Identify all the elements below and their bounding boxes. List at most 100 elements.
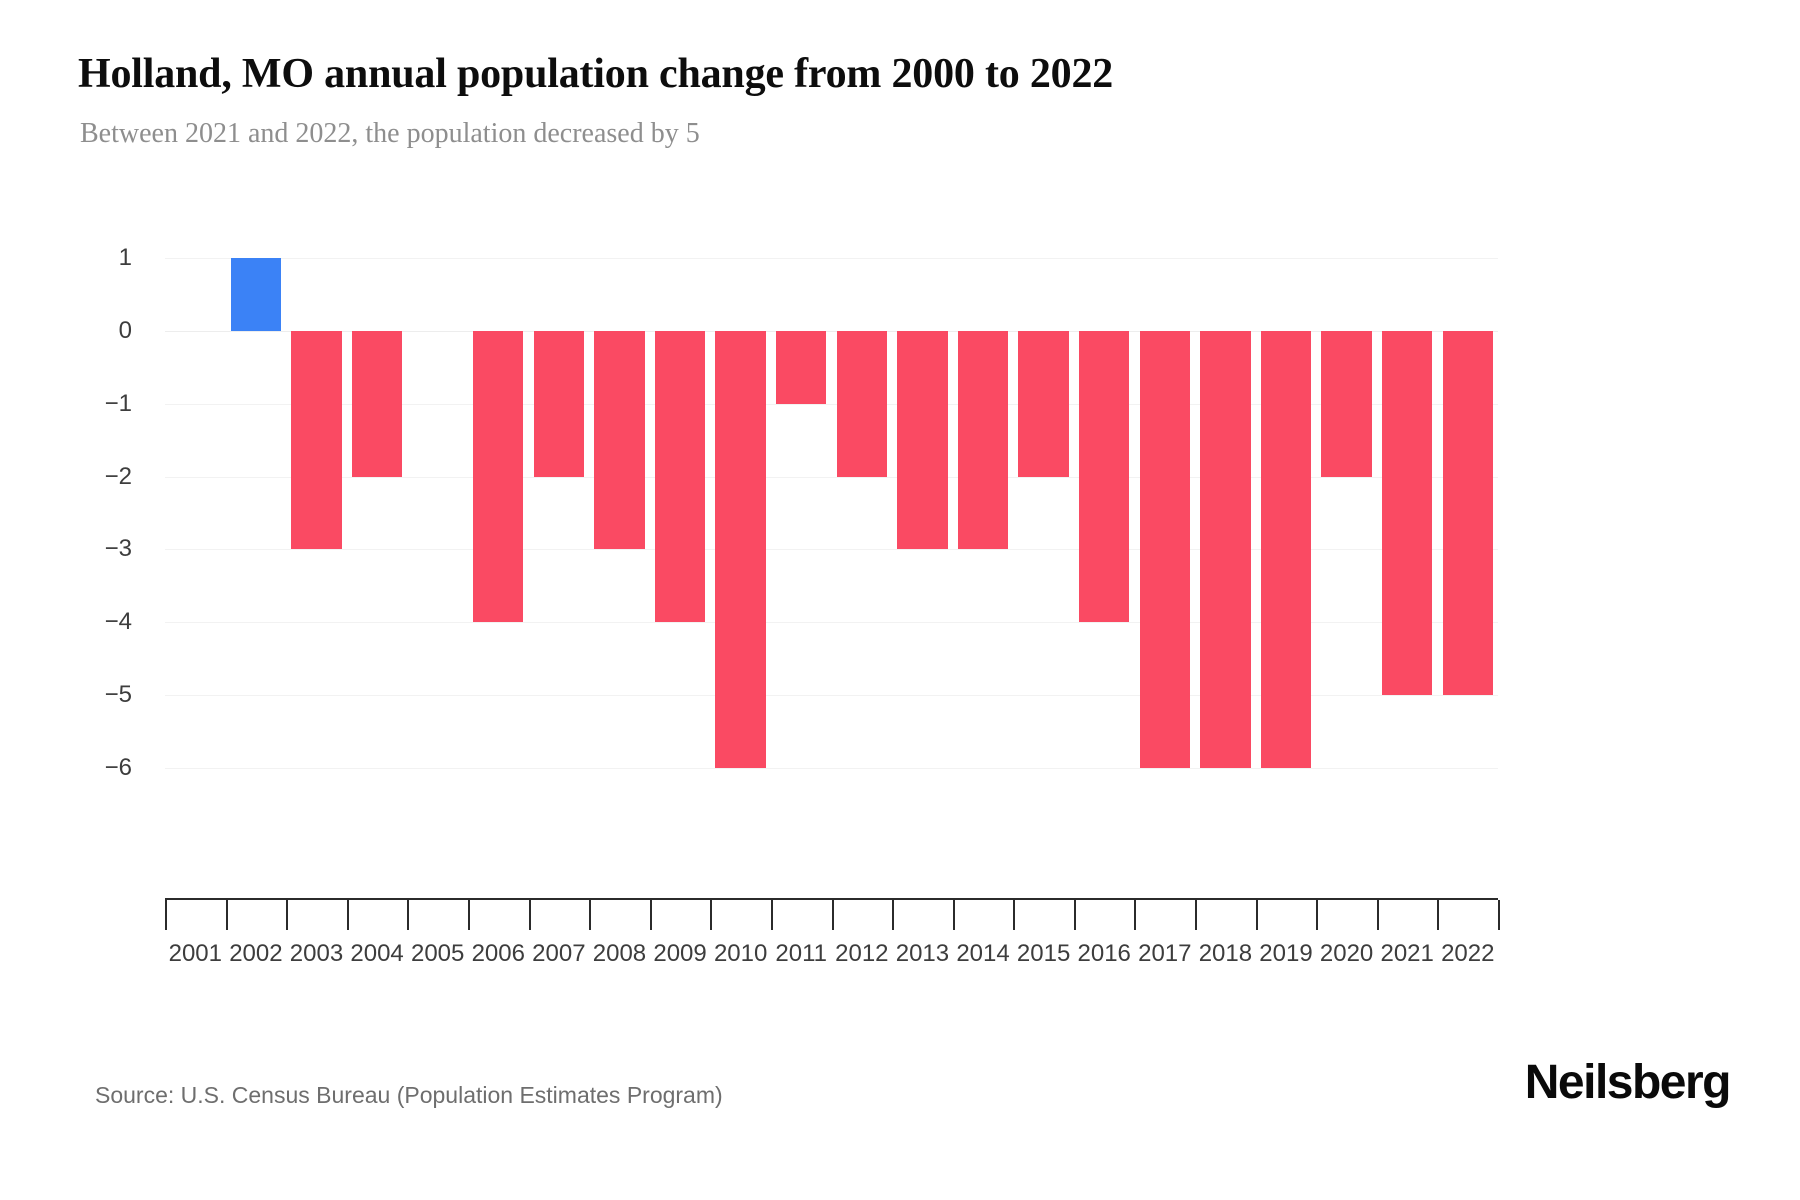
- bar-series: [165, 258, 1498, 768]
- bar-slot: [165, 258, 226, 768]
- x-axis-tick: [1073, 900, 1076, 930]
- page-subtitle: Between 2021 and 2022, the population de…: [80, 118, 700, 149]
- x-axis-tick: [407, 900, 410, 930]
- bar-2009[interactable]: [654, 330, 706, 623]
- x-axis-tick-label: 2015: [1016, 940, 1071, 967]
- bar-slot: [1074, 258, 1135, 768]
- x-axis-tick-label: 2010: [713, 940, 768, 967]
- y-axis-tick-label: −1: [104, 389, 132, 417]
- bar-2013[interactable]: [897, 330, 948, 550]
- gridline: [165, 622, 1498, 624]
- bar-slot: [407, 258, 468, 768]
- bar-2018[interactable]: [1200, 330, 1251, 768]
- x-axis-line: [165, 898, 1498, 900]
- gridline: [165, 549, 1498, 551]
- brand-logo: Neilsberg: [1524, 1056, 1732, 1109]
- x-axis-labels: 2001 2002 2003 2004 2005 2006 2007 2008 2009 2010…: [165, 940, 1498, 980]
- bar-slot: [347, 258, 408, 768]
- x-axis-ticks: [165, 900, 1500, 930]
- x-axis-tick: [1255, 900, 1258, 930]
- gridlines: [165, 258, 1498, 769]
- bar-slot: [468, 258, 529, 768]
- x-axis-tick-label: 2012: [835, 940, 889, 967]
- bar-slot: [589, 258, 650, 768]
- bar-slot: [650, 258, 711, 768]
- x-axis-tick-label: 2011: [775, 940, 828, 967]
- x-axis-tick-label: 2017: [1138, 940, 1192, 967]
- x-axis-tick-label: 2001: [168, 940, 222, 967]
- plot-area: [165, 258, 1498, 769]
- x-axis-tick-label: 2004: [350, 940, 404, 967]
- gridline: [165, 330, 1498, 332]
- bar-2020[interactable]: [1321, 330, 1372, 477]
- gridline: [165, 768, 1498, 769]
- x-axis-tick-label: 2008: [592, 940, 647, 967]
- bar-2015[interactable]: [1018, 330, 1069, 477]
- bar-slot: [892, 258, 953, 768]
- x-axis-tick: [1013, 900, 1016, 930]
- gridline: [165, 258, 1498, 259]
- x-axis-tick: [1316, 900, 1319, 930]
- x-axis-tick: [770, 900, 773, 930]
- x-axis-tick: [892, 900, 895, 930]
- y-axis-tick-label: −2: [104, 462, 132, 490]
- bar-slot: [771, 258, 832, 768]
- x-axis-tick-label: 2016: [1077, 940, 1131, 967]
- y-axis-labels: 1 0 −1 −2 −3 −4 −5 −6: [0, 244, 150, 781]
- source-note: Source: U.S. Census Bureau (Population E…: [95, 1082, 723, 1108]
- x-axis-tick-label: 2014: [956, 940, 1010, 967]
- x-axis-tick: [649, 900, 652, 930]
- bar-2010[interactable]: [715, 330, 766, 768]
- bar-slot: [1013, 258, 1074, 768]
- bar-slot: [953, 258, 1014, 768]
- x-axis-tick-label: 2021: [1380, 940, 1434, 967]
- bar-2007[interactable]: [533, 330, 584, 477]
- x-axis-tick: [1498, 900, 1500, 930]
- bar-2019[interactable]: [1260, 330, 1312, 768]
- bar-2017[interactable]: [1139, 330, 1190, 768]
- bar-slot: [286, 258, 347, 768]
- y-axis-tick-label: 1: [118, 244, 132, 271]
- bar-2006[interactable]: [473, 330, 524, 623]
- x-axis-tick-label: 2006: [471, 940, 525, 967]
- bar-2021[interactable]: [1382, 330, 1433, 696]
- x-axis-tick: [528, 900, 531, 930]
- bar-slot: [710, 258, 771, 768]
- bar-2012[interactable]: [836, 330, 887, 477]
- x-axis-tick: [346, 900, 349, 930]
- bar-2014[interactable]: [957, 330, 1009, 550]
- y-axis-tick-label: −4: [104, 608, 132, 636]
- x-axis-tick: [1134, 900, 1137, 930]
- x-axis-tick-label: 2005: [410, 940, 465, 967]
- x-axis-tick-label: 2020: [1319, 940, 1374, 967]
- x-axis-tick: [286, 900, 289, 930]
- x-axis-tick: [1376, 900, 1379, 930]
- x-axis-tick: [225, 900, 228, 930]
- x-axis-tick: [710, 900, 713, 930]
- x-axis-tick-label: 2019: [1259, 940, 1313, 967]
- x-axis-tick: [467, 900, 470, 930]
- y-axis-tick-label: −3: [104, 535, 132, 563]
- bar-slot: [529, 258, 590, 768]
- page-title: Holland, MO annual population change fro…: [78, 51, 1114, 97]
- bar-2016[interactable]: [1079, 330, 1130, 623]
- bar-slot: [1377, 258, 1438, 768]
- x-axis-tick-label: 2002: [229, 940, 283, 967]
- x-axis-tick-label: 2009: [653, 940, 707, 967]
- y-axis-tick-label: −5: [104, 681, 132, 709]
- bar-slot: [226, 258, 287, 768]
- y-axis-tick-label: 0: [118, 316, 132, 344]
- bar-slot: [1135, 258, 1196, 768]
- bar-2003[interactable]: [291, 330, 342, 550]
- bar-2008[interactable]: [594, 330, 645, 550]
- x-axis-tick-label: 2003: [289, 940, 344, 967]
- bar-2011[interactable]: [776, 330, 827, 404]
- bar-slot: [1195, 258, 1256, 768]
- x-axis-tick: [1195, 900, 1198, 930]
- bar-2002[interactable]: [230, 258, 282, 331]
- y-axis-tick-label: −6: [104, 754, 132, 781]
- x-axis-tick: [165, 900, 167, 930]
- bar-2022[interactable]: [1442, 330, 1493, 696]
- x-axis-tick: [589, 900, 592, 930]
- bar-2004[interactable]: [351, 330, 403, 477]
